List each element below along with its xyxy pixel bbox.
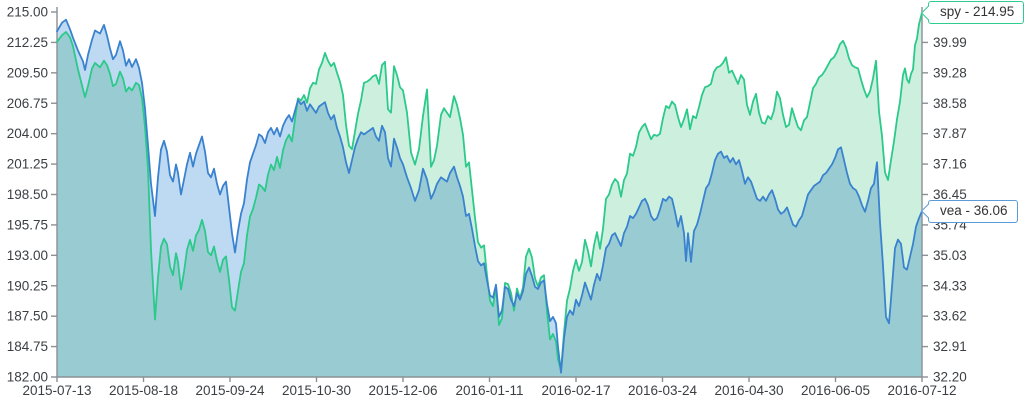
y-axis-tick-label: 212.25	[7, 35, 48, 50]
x-axis-tick-label: 2016-06-05	[801, 383, 870, 398]
x-axis-tick-label: 2015-07-13	[22, 383, 91, 398]
y-axis-tick-label: 182.00	[7, 370, 48, 385]
x-axis-tick-label: 2016-07-12	[887, 383, 956, 398]
y-axis-tick-label: 187.50	[7, 309, 48, 324]
spy-price-flag-label: spy - 214.95	[940, 4, 1015, 20]
y-axis-tick-label: 209.50	[7, 65, 48, 80]
y-axis-tick-label: 35.03	[933, 248, 967, 263]
x-axis-tick-label: 2015-09-24	[195, 383, 265, 398]
y-axis-tick-label: 201.25	[7, 157, 48, 172]
spy-series-line[interactable]	[56, 11, 923, 372]
y-axis-tick-label: 190.25	[7, 278, 48, 293]
y-axis-tick-label: 215.00	[7, 5, 48, 20]
x-axis-tick-label: 2016-03-24	[628, 383, 698, 398]
vea-price-flag: vea - 36.06	[920, 199, 1018, 223]
vea-area[interactable]	[57, 19, 922, 377]
y-axis-tick-label: 37.87	[933, 126, 967, 141]
y-axis-tick-label: 33.62	[933, 309, 967, 324]
y-axis-tick-label: 37.16	[933, 157, 967, 172]
vea-series-line[interactable]	[56, 18, 923, 374]
y-axis-tick-label: 193.00	[7, 248, 48, 263]
y-axis-tick-label: 204.00	[7, 126, 48, 141]
x-axis-tick-label: 2016-02-17	[541, 383, 610, 398]
y-axis-tick-label: 32.91	[933, 339, 967, 354]
spy-price-flag: spy - 214.95	[920, 1, 1024, 25]
x-axis-tick-label: 2015-12-06	[368, 383, 437, 398]
y-axis-tick-label: 34.33	[933, 278, 967, 293]
y-axis-tick-label: 39.28	[933, 65, 967, 80]
y-axis-tick-label: 36.45	[933, 187, 967, 202]
x-axis-tick-label: 2015-10-30	[282, 383, 351, 398]
y-axis-tick-label: 198.50	[7, 187, 48, 202]
vea-price-flag-label: vea - 36.06	[940, 202, 1008, 218]
y-axis-tick-label: 39.99	[933, 35, 967, 50]
y-axis-tick-label: 38.58	[933, 96, 967, 111]
x-axis-tick-label: 2016-04-30	[714, 383, 783, 398]
y-axis-tick-label: 195.75	[7, 217, 48, 232]
y-axis-tick-label: 32.20	[933, 370, 967, 385]
y-axis-tick-label: 206.75	[7, 96, 48, 111]
x-axis-tick-label: 2015-08-18	[109, 383, 178, 398]
x-axis-tick-label: 2016-01-11	[455, 383, 523, 398]
y-axis-tick-label: 184.75	[7, 339, 48, 354]
